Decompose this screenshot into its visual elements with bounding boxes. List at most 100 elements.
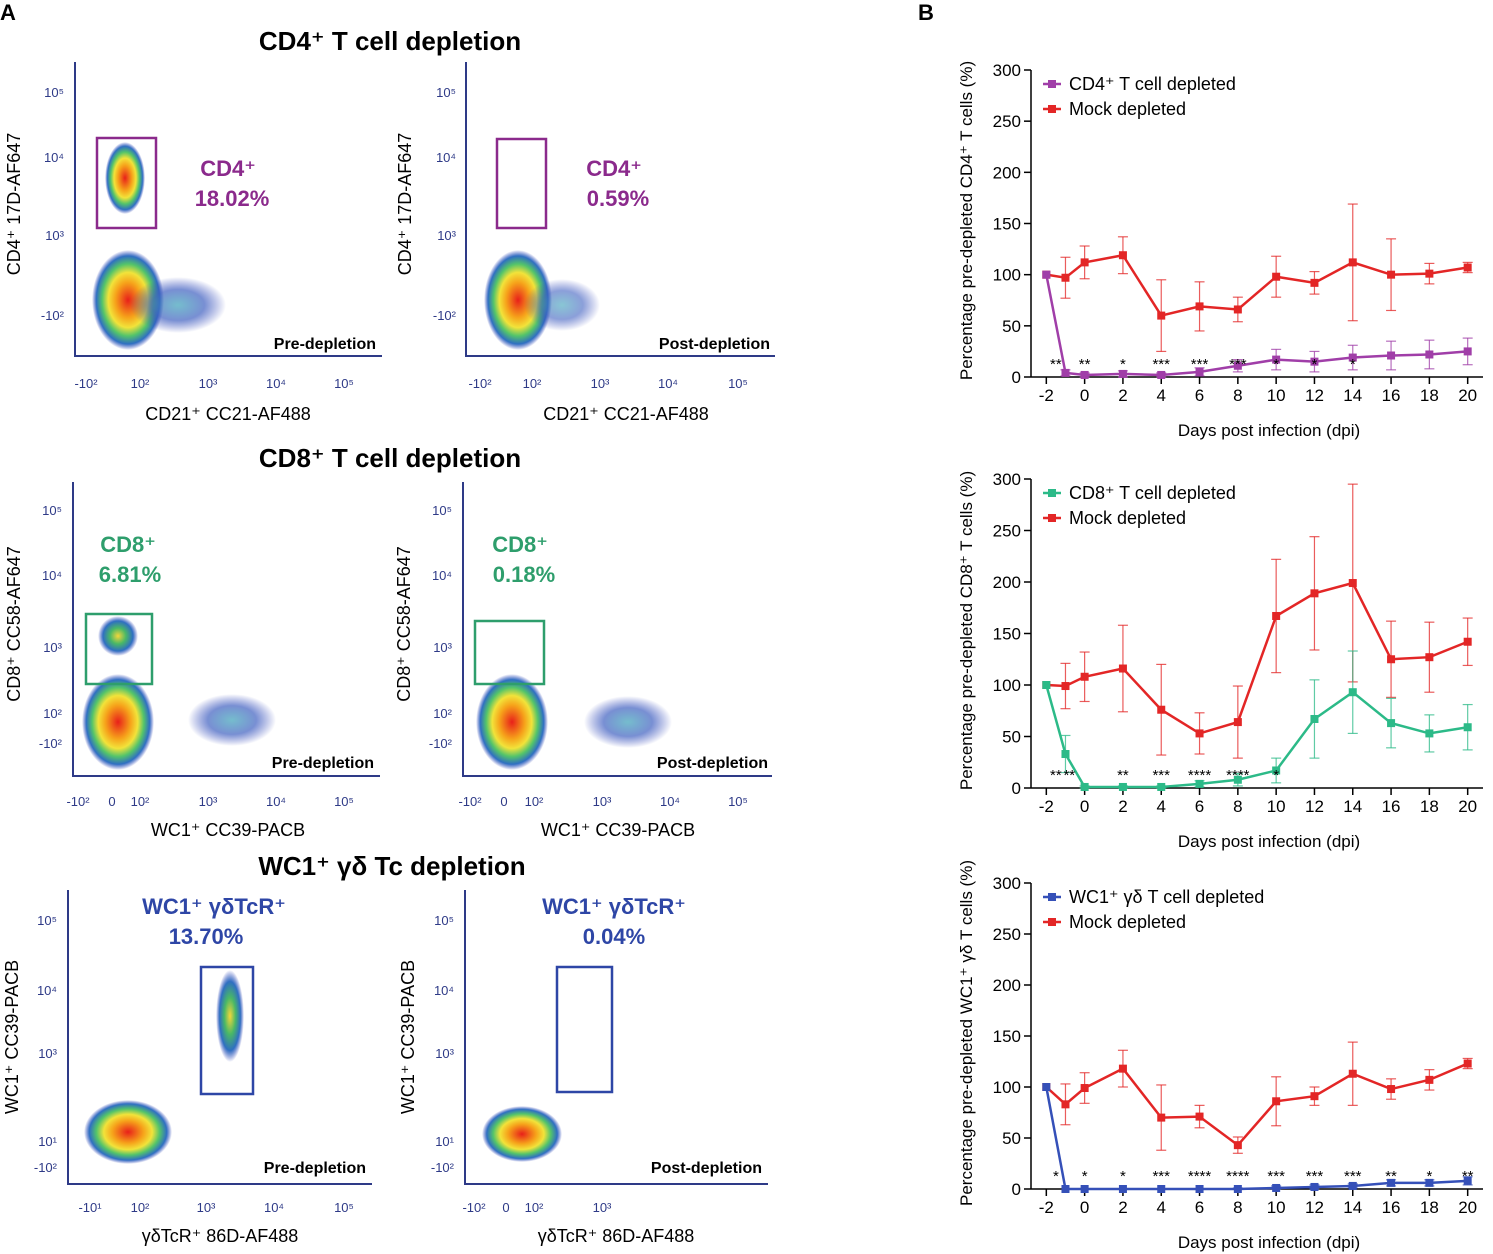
legend-label: Mock depleted [1069,99,1186,119]
x-tick-label: 10 [1267,797,1286,816]
data-point [1387,270,1396,279]
data-point [1463,347,1472,356]
flow-axes [462,482,772,777]
section-title-cd4: CD4⁺ T cell depletion [259,26,521,56]
density-population-wc1 [188,694,276,746]
data-point [1042,681,1051,689]
corner-label: Post-depletion [651,1160,762,1177]
data-point [1157,311,1166,320]
y-tick-label: 200 [993,573,1021,592]
flow-plot-wc1-pre: WC1⁺ γδTcR⁺ 13.70% Pre-depletion -10¹ 10… [2,890,372,1246]
gate-rect [95,136,158,230]
data-point [1272,1183,1281,1192]
corner-label: Pre-depletion [274,336,376,353]
significance-marker: * [1426,1168,1432,1185]
flow-axes [464,890,768,1185]
y-tick-label: 100 [993,266,1021,285]
data-point [1061,1100,1070,1109]
series-depleted [1042,650,1473,791]
y-tick: 10⁵ [42,503,62,518]
data-point [1233,775,1242,784]
x-axis-label: WC1⁺ CC39-PACB [541,820,695,840]
data-point [1195,779,1204,788]
x-axis-label: WC1⁺ CC39-PACB [151,820,305,840]
significance-marker: *** [1344,1168,1362,1185]
y-tick-label: 250 [993,522,1021,541]
y-axis-label: CD4⁺ 17D-AF647 [395,133,415,276]
series-depleted [1042,1083,1473,1193]
data-point [1463,1059,1472,1068]
y-tick: 10¹ [435,1134,454,1149]
data-point [1157,1113,1166,1122]
significance-marker: ** [1063,767,1075,784]
significance-marker: * [1120,1168,1126,1185]
x-axis-label: Days post infection (dpi) [1178,421,1360,440]
data-point [1348,353,1357,362]
y-axis-label: CD4⁺ 17D-AF647 [4,133,24,276]
y-axis-label: CD8⁺ CC58-AF647 [394,546,414,702]
x-tick-label: 12 [1305,386,1324,405]
data-point [1080,1185,1089,1193]
y-tick-label: 100 [993,1078,1021,1097]
data-point [1425,729,1434,738]
data-point [1463,263,1472,272]
gate-label: WC1⁺ γδTcR⁺ [142,894,286,919]
corner-label: Pre-depletion [264,1160,366,1177]
x-axis-label: CD21⁺ CC21-AF488 [543,404,709,424]
x-tick: 10³ [199,794,218,809]
data-point [1233,361,1242,370]
legend-marker [1048,918,1056,926]
data-point [1272,611,1281,620]
x-tick-label: 0 [1080,797,1089,816]
x-tick: 10³ [199,376,218,391]
x-tick: 10⁴ [264,1200,284,1215]
y-tick: 10⁴ [42,568,62,583]
x-tick-label: 2 [1118,1198,1127,1217]
significance-marker: ** [1385,1168,1397,1185]
density-population-positive [98,616,138,656]
x-tick: -10² [468,376,492,391]
flow-axes [465,62,775,357]
gate-rect [473,619,546,686]
flow-plot-cd4-post: CD4⁺ 0.59% Post-depletion -10² 10² 10³ 1… [395,62,775,424]
data-point [1425,653,1434,662]
y-tick-label: 150 [993,1027,1021,1046]
x-tick: 10³ [593,794,612,809]
y-tick: -10² [433,308,457,323]
data-point [1233,305,1242,314]
flow-plot-wc1-post: WC1⁺ γδTcR⁺ 0.04% Post-depletion -10² 0 … [398,890,768,1246]
data-point [1157,782,1166,791]
x-tick-label: 4 [1157,386,1166,405]
y-tick: 10³ [43,640,62,655]
y-tick: 10⁴ [37,983,57,998]
x-tick-label: 4 [1157,1198,1166,1217]
flow-axes [67,890,372,1185]
data-point [1425,350,1434,359]
significance-marker: * [1053,1168,1059,1185]
section-title-cd8: CD8⁺ T cell depletion [259,443,521,473]
density-population-wc1 [584,696,672,748]
y-tick: -10² [431,1160,455,1175]
y-tick-label: 150 [993,215,1021,234]
x-axis-label: Days post infection (dpi) [1178,832,1360,851]
series-line [1046,253,1468,318]
y-tick-label: 50 [1002,317,1021,336]
data-point [1272,766,1281,775]
x-tick-label: 12 [1305,797,1324,816]
gate-label: WC1⁺ γδTcR⁺ [542,894,686,919]
significance-marker: **** [1188,1168,1212,1185]
data-point [1233,1185,1242,1193]
y-tick: 10¹ [38,1134,57,1149]
data-point [1272,1097,1281,1106]
x-tick-label: -2 [1039,1198,1054,1217]
line-chart-2: 0 50 100 150 200 250 300 -2 0 2 4 6 8 10 12 14 16 18 20 Day… [957,470,1483,851]
gate-percent: 0.59% [587,186,649,211]
x-axis-label: γδTcR⁺ 86D-AF488 [538,1226,695,1246]
significance-marker: *** [1152,1168,1170,1185]
legend-label: Mock depleted [1069,508,1186,528]
y-tick: 10³ [433,640,452,655]
data-point [1233,1141,1242,1150]
x-tick-label: 6 [1195,797,1204,816]
y-tick: 10⁴ [432,568,452,583]
